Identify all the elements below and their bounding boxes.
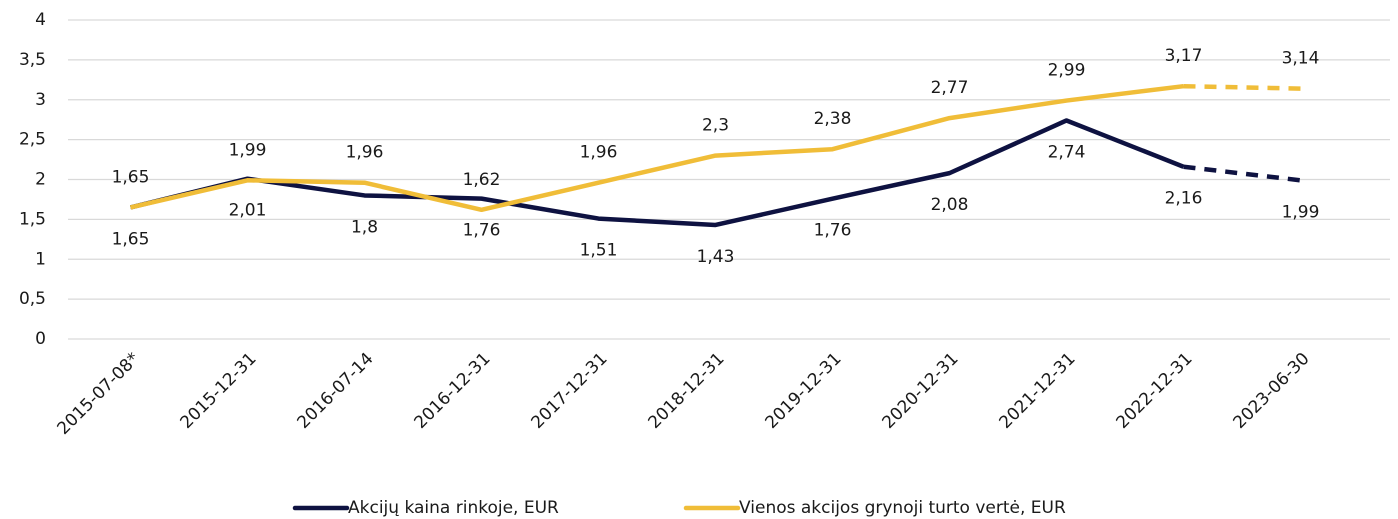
data-label: 1,99 (229, 140, 267, 160)
data-label: 1,96 (580, 143, 618, 163)
data-label: 2,74 (1048, 142, 1086, 162)
data-label: 1,8 (351, 217, 378, 237)
legend-label: Vienos akcijos grynoji turto vertė, EUR (739, 498, 1066, 518)
data-label: 1,76 (463, 221, 501, 241)
y-tick-label: 4 (35, 10, 46, 30)
y-tick-label: 3,5 (19, 50, 46, 70)
x-tick-label: 2022-12-31 (1113, 349, 1197, 433)
x-tick-label: 2016-12-31 (411, 349, 495, 433)
y-tick-label: 0 (35, 329, 46, 349)
data-label: 2,16 (1165, 189, 1203, 209)
data-label: 1,96 (346, 143, 384, 163)
data-label: 2,01 (229, 201, 267, 221)
data-label: 2,3 (702, 116, 729, 136)
data-label: 3,17 (1165, 46, 1203, 66)
x-tick-label: 2021-12-31 (996, 349, 1080, 433)
series-line (129, 83, 1184, 213)
data-label: 1,65 (112, 167, 150, 187)
x-tick-label: 2019-12-31 (762, 349, 846, 433)
data-label: 2,38 (814, 109, 852, 129)
legend-label: Akcijų kaina rinkoje, EUR (348, 498, 559, 518)
data-label: 3,14 (1282, 49, 1320, 69)
x-tick-label: 2023-06-30 (1230, 349, 1314, 433)
data-label: 2,08 (931, 195, 969, 215)
y-tick-label: 0,5 (19, 289, 46, 309)
x-tick-label: 2015-12-31 (177, 349, 261, 433)
data-label: 1,43 (697, 247, 735, 267)
data-label: 1,76 (814, 221, 852, 241)
x-tick-label: 2016-07-14 (294, 349, 378, 433)
x-tick-label: 2020-12-31 (879, 349, 963, 433)
series-line (1183, 164, 1301, 183)
data-label: 1,51 (580, 241, 618, 261)
x-tick-label: 2018-12-31 (645, 349, 729, 433)
y-tick-label: 2 (35, 170, 46, 190)
x-tick-label: 2015-07-08* (54, 349, 144, 439)
data-label: 2,77 (931, 78, 969, 98)
data-label: 1,62 (463, 170, 501, 190)
data-label: 1,99 (1282, 202, 1320, 222)
x-tick-label: 2017-12-31 (528, 349, 612, 433)
data-label: 1,65 (112, 229, 150, 249)
data-label: 2,99 (1048, 61, 1086, 81)
series-line (1183, 83, 1301, 91)
y-tick-label: 1 (35, 249, 46, 269)
y-tick-label: 1,5 (19, 209, 46, 229)
y-tick-label: 2,5 (19, 130, 46, 150)
series-line (129, 118, 1185, 228)
y-tick-label: 3 (35, 90, 46, 110)
